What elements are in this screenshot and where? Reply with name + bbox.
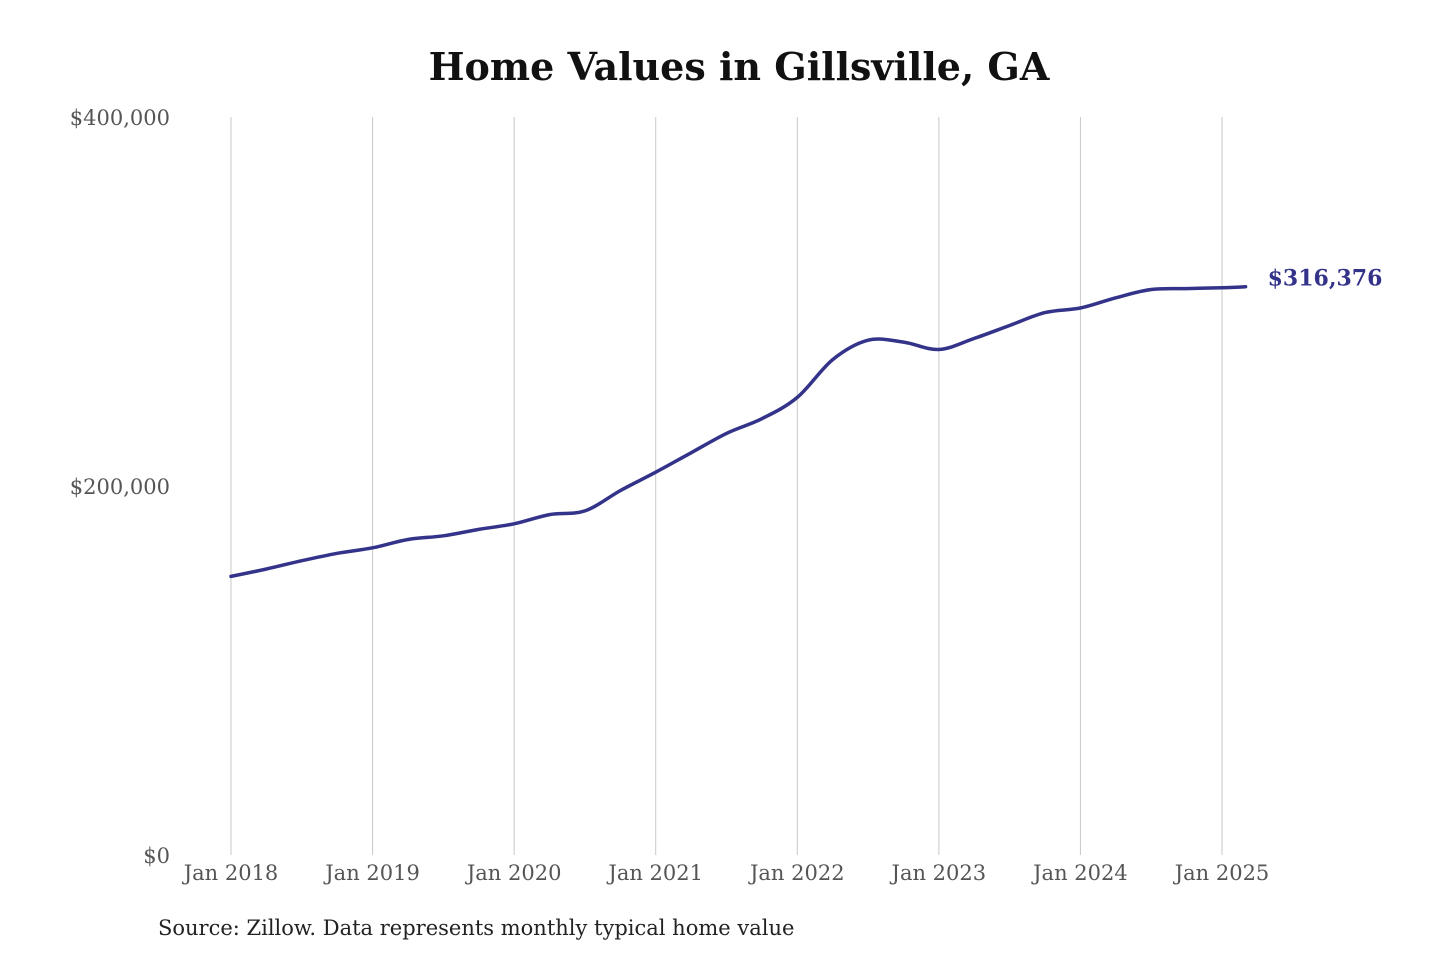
x-tick-label: Jan 2018 <box>182 861 279 885</box>
series-line <box>229 284 1248 579</box>
end-value-label: $316,376 <box>1268 266 1383 292</box>
y-tick-label: $200,000 <box>70 475 170 499</box>
source-note: Source: Zillow. Data represents monthly … <box>158 916 795 940</box>
x-tick-label: Jan 2022 <box>748 861 845 885</box>
x-axis-ticks: Jan 2018 Jan 2019 Jan 2020 Jan 2021 Jan 2022… <box>182 861 1270 885</box>
x-tick-label: Jan 2023 <box>890 861 987 885</box>
x-tick-label: Jan 2024 <box>1031 861 1128 885</box>
x-tick-label: Jan 2021 <box>606 861 703 885</box>
x-tick-label: Jan 2020 <box>465 861 562 885</box>
chart-title: Home Values in Gillsville, GA <box>428 44 1050 89</box>
y-axis-ticks: $0 $200,000 $400,000 <box>70 106 170 868</box>
x-tick-label: Jan 2025 <box>1173 861 1270 885</box>
y-tick-label: $0 <box>143 844 170 868</box>
y-tick-label: $400,000 <box>70 106 170 130</box>
grid-lines <box>230 117 1223 855</box>
series-layer <box>229 284 1248 579</box>
x-tick-label: Jan 2019 <box>323 861 420 885</box>
